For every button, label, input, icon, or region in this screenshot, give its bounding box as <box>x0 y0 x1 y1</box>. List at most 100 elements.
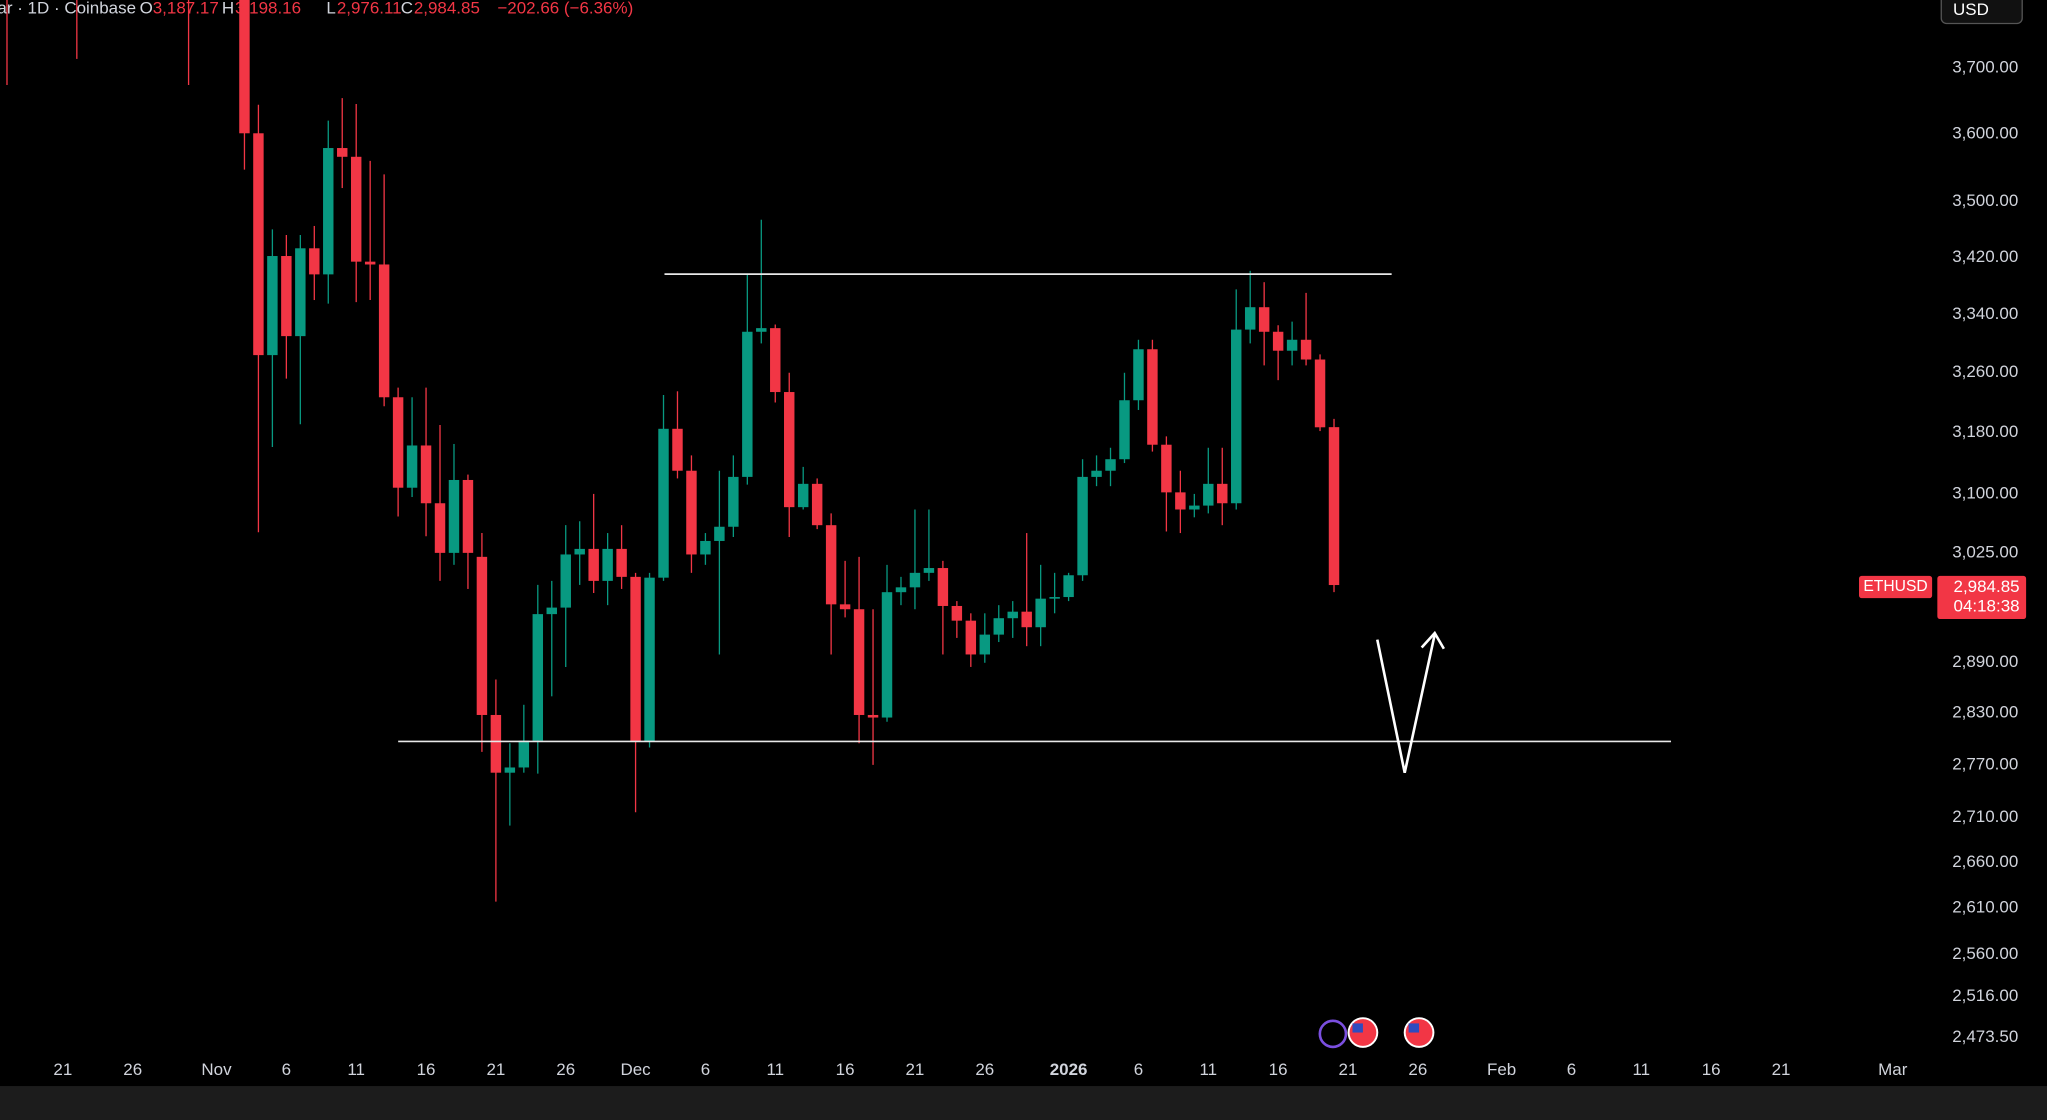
candle-body <box>253 133 264 356</box>
x-tick-label: 26 <box>123 1060 142 1079</box>
y-tick-label: 2,473.50 <box>1952 1027 2018 1046</box>
x-tick-label: 21 <box>906 1060 925 1079</box>
countdown-label: 04:18:38 <box>1954 597 2020 616</box>
candle-body <box>839 604 851 610</box>
candle-body <box>1007 611 1018 619</box>
y-tick-label: 3,600.00 <box>1952 123 2018 142</box>
y-tick-label: 2,516.00 <box>1952 986 2018 1005</box>
candle-body <box>1077 476 1088 576</box>
ohlc-value: 2,976.11 <box>337 0 402 18</box>
candle-body <box>1105 459 1116 471</box>
candle-body <box>1286 339 1298 351</box>
candle-body <box>825 525 837 605</box>
y-tick-label: 3,260.00 <box>1952 362 2018 381</box>
y-tick-label: 3,500.00 <box>1952 191 2018 210</box>
candle-body <box>350 156 362 262</box>
symbol-tag <box>1859 575 1933 599</box>
candle-body <box>392 397 404 488</box>
currency-box[interactable] <box>1940 0 2023 25</box>
event-icons[interactable] <box>1318 1017 1435 1049</box>
candle-body <box>965 620 977 655</box>
x-tick-label: 11 <box>766 1060 784 1079</box>
ohlc-key: L <box>326 0 335 18</box>
y-tick-label: 2,770.00 <box>1952 754 2018 773</box>
event-icon[interactable] <box>1318 1019 1348 1049</box>
candle-body <box>239 0 250 134</box>
candle-body <box>1217 483 1228 504</box>
ohlc-key: O <box>140 0 153 18</box>
candle-body <box>602 548 613 581</box>
x-tick-label: 21 <box>486 1060 505 1079</box>
candle-body <box>267 256 278 356</box>
y-tick-label: 3,340.00 <box>1952 304 2018 323</box>
candle-body <box>951 605 963 621</box>
currency-label[interactable]: USD <box>1953 0 1989 19</box>
candle-body <box>937 568 949 606</box>
x-axis: 21 26 Nov 6 11 16 21 26 Dec 6 11 16 21 26 2026 6 11 16 21 2… <box>53 1060 1907 1079</box>
x-tick-label: 16 <box>1702 1060 1721 1079</box>
flag-canton <box>1352 1023 1363 1033</box>
y-tick-label: 2,660.00 <box>1952 852 2018 871</box>
projection-arrow[interactable] <box>1376 634 1437 774</box>
x-tick-label: 16 <box>836 1060 855 1079</box>
candle-body <box>281 256 292 337</box>
candle-body <box>1021 611 1032 628</box>
x-tick-label: 21 <box>1339 1060 1358 1079</box>
candle-body <box>476 556 488 715</box>
candle-body <box>490 714 502 773</box>
x-tick-label: Nov <box>201 1060 232 1079</box>
x-tick-label: 11 <box>1633 1060 1651 1079</box>
candle-body <box>1091 470 1102 477</box>
candle-body <box>742 331 753 477</box>
candle-body <box>406 445 418 488</box>
y-tick-label: 2,830.00 <box>1952 703 2018 722</box>
candle-body <box>797 483 809 508</box>
candle-body <box>672 428 683 471</box>
candle-body <box>309 248 320 275</box>
symbol: ar · 1D · Coinbase <box>0 0 136 18</box>
candle-body <box>993 618 1004 635</box>
x-tick-label: 6 <box>701 1060 710 1079</box>
y-tick-label: 3,420.00 <box>1952 247 2018 266</box>
candle-body <box>1314 359 1326 428</box>
candle-body <box>658 428 669 578</box>
y-tick-label: 3,180.00 <box>1952 422 2018 441</box>
candle-body <box>574 548 585 555</box>
candle-body <box>686 470 697 555</box>
x-tick-label: 2026 <box>1050 1060 1088 1079</box>
candle-body <box>1119 400 1130 460</box>
x-tick-label: 26 <box>975 1060 994 1079</box>
candle-body <box>811 483 823 526</box>
ohlc-key: H <box>222 0 234 18</box>
candle-body <box>1258 307 1270 332</box>
candle-body <box>588 548 599 581</box>
currency-button[interactable]: USD <box>1940 0 2023 25</box>
candle-body <box>1189 505 1200 510</box>
x-tick-label: 16 <box>1269 1060 1288 1079</box>
x-tick-label: Mar <box>1878 1060 1908 1079</box>
candle-body <box>714 526 725 541</box>
candle-body <box>1035 598 1046 628</box>
price-label: 2,984.85 <box>1954 577 2020 596</box>
arrow-head[interactable] <box>1420 630 1445 650</box>
candle-body <box>881 592 893 718</box>
x-tick-label: 21 <box>53 1060 72 1079</box>
price-tag: ETHUSD 2,984.85 04:18:38 <box>1859 575 2027 619</box>
candle-body <box>616 548 627 577</box>
candle-body <box>1300 339 1312 360</box>
candle-body <box>420 445 432 504</box>
candle-body <box>979 634 991 655</box>
candle-body <box>784 392 795 508</box>
candle-body <box>895 587 907 593</box>
x-tick-label: 11 <box>347 1060 365 1079</box>
candle-body <box>1328 427 1340 586</box>
bottom-strip <box>0 1086 2047 1120</box>
y-tick-label: 2,560.00 <box>1952 944 2018 963</box>
y-tick-label: 2,710.00 <box>1952 807 2018 826</box>
candle-body <box>378 264 390 398</box>
x-tick-label: 6 <box>1134 1060 1143 1079</box>
candle-body <box>295 248 306 337</box>
candle-body <box>700 540 711 555</box>
